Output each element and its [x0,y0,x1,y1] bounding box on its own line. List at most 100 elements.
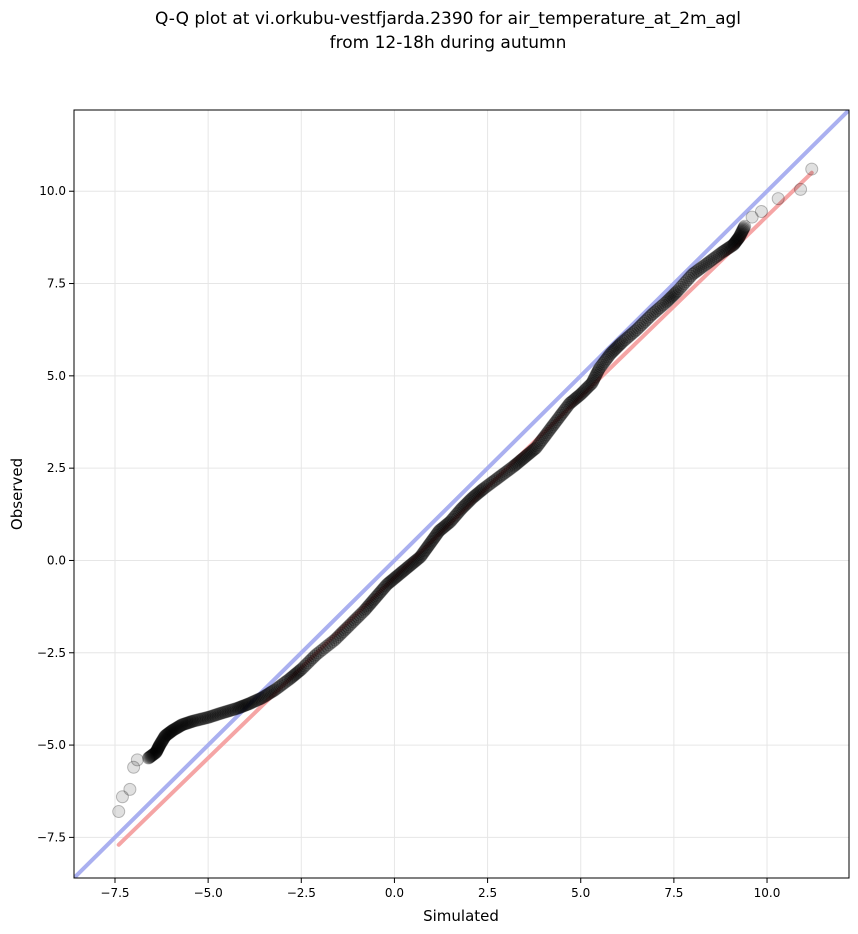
quantile-point [640,313,654,327]
quantile-point [584,377,598,391]
quantile-point [423,537,437,551]
quantile-point [666,289,680,303]
quantile-point [649,304,663,318]
quantile-point [651,302,665,316]
quantile-point [317,641,331,655]
quantile-point [468,489,482,503]
quantile-point [469,488,483,502]
quantile-point [249,693,263,707]
quantile-point [148,746,162,760]
quantile-point [604,347,618,361]
quantile-point [600,352,614,366]
quantile-point [505,461,519,475]
quantile-point [487,474,501,488]
quantile-point [538,429,552,443]
quantile-point [382,575,396,589]
quantile-point [611,339,625,353]
quantile-point [353,608,367,622]
quantile-point [459,497,473,511]
quantile-point [728,236,742,250]
quantile-point [536,431,550,445]
quantile-point [344,616,358,630]
quantile-point [518,450,532,464]
quantile-point [473,485,487,499]
quantile-point [595,358,609,372]
quantile-point [648,305,662,319]
quantile-point [399,562,413,576]
quantile-point [684,269,698,283]
quantile-point [710,249,724,263]
quantile-point [735,225,749,239]
quantile-point [594,360,608,374]
quantile-point [261,687,275,701]
quantile-point [341,620,355,634]
x-tick-label: 5.0 [571,886,590,900]
quantile-point [380,577,394,591]
quantile-point [375,583,389,597]
quantile-point [736,222,750,236]
quantile-point [152,739,166,753]
quantile-point [633,319,647,333]
quantile-point [146,748,160,762]
quantile-point [254,691,268,705]
quantile-point [379,579,393,593]
quantile-point [546,418,560,432]
quantile-point [176,717,190,731]
quantile-point [568,392,582,406]
quantile-point [291,665,305,679]
quantile-point [512,455,526,469]
quantile-point [731,232,745,246]
quantile-point [431,525,445,539]
quantile-point [396,564,410,578]
x-tick-label: 7.5 [664,886,683,900]
quantile-points [112,162,819,819]
quantile-point [474,484,488,498]
quantile-point [333,628,347,642]
quantile-point [123,782,137,796]
quantile-point [610,341,624,355]
quantile-point [514,453,528,467]
x-tick-label: −7.5 [100,886,129,900]
quantile-point [687,266,701,280]
quantile-point [147,747,161,761]
quantile-point [149,745,163,759]
quantile-point [268,683,282,697]
quantile-point [391,568,405,582]
quantile-point [493,469,507,483]
quantile-point [401,560,415,574]
quantile-point [443,515,457,529]
quantile-point [223,704,237,718]
quantile-point [244,696,258,710]
y-axis-label: Observed [8,458,26,530]
quantile-point [456,501,470,515]
quantile-point [694,261,708,275]
quantile-point [242,697,256,711]
quantile-point [607,343,621,357]
quantile-point [184,715,198,729]
quantile-point [654,299,668,313]
quantile-point [524,445,538,459]
quantile-point [339,621,353,635]
quantile-point [150,744,164,758]
quantile-point [304,653,318,667]
quantile-point [674,280,688,294]
quantile-point [127,760,141,774]
quantile-point [690,264,704,278]
quantile-point [726,238,740,252]
quantile-point [150,743,164,757]
y-tick-label: 7.5 [47,277,66,291]
quantile-point [112,805,126,819]
quantile-point [599,353,613,367]
quantile-point [167,723,181,737]
quantile-point [142,750,156,764]
quantile-point [251,693,265,707]
quantile-point [221,704,235,718]
quantile-point [151,741,165,755]
quantile-point [416,547,430,561]
quantile-point [172,720,186,734]
quantile-point [219,705,233,719]
quantile-point [591,365,605,379]
quantile-point [539,428,553,442]
x-tick-label: 10.0 [754,886,781,900]
quantile-point [488,473,502,487]
